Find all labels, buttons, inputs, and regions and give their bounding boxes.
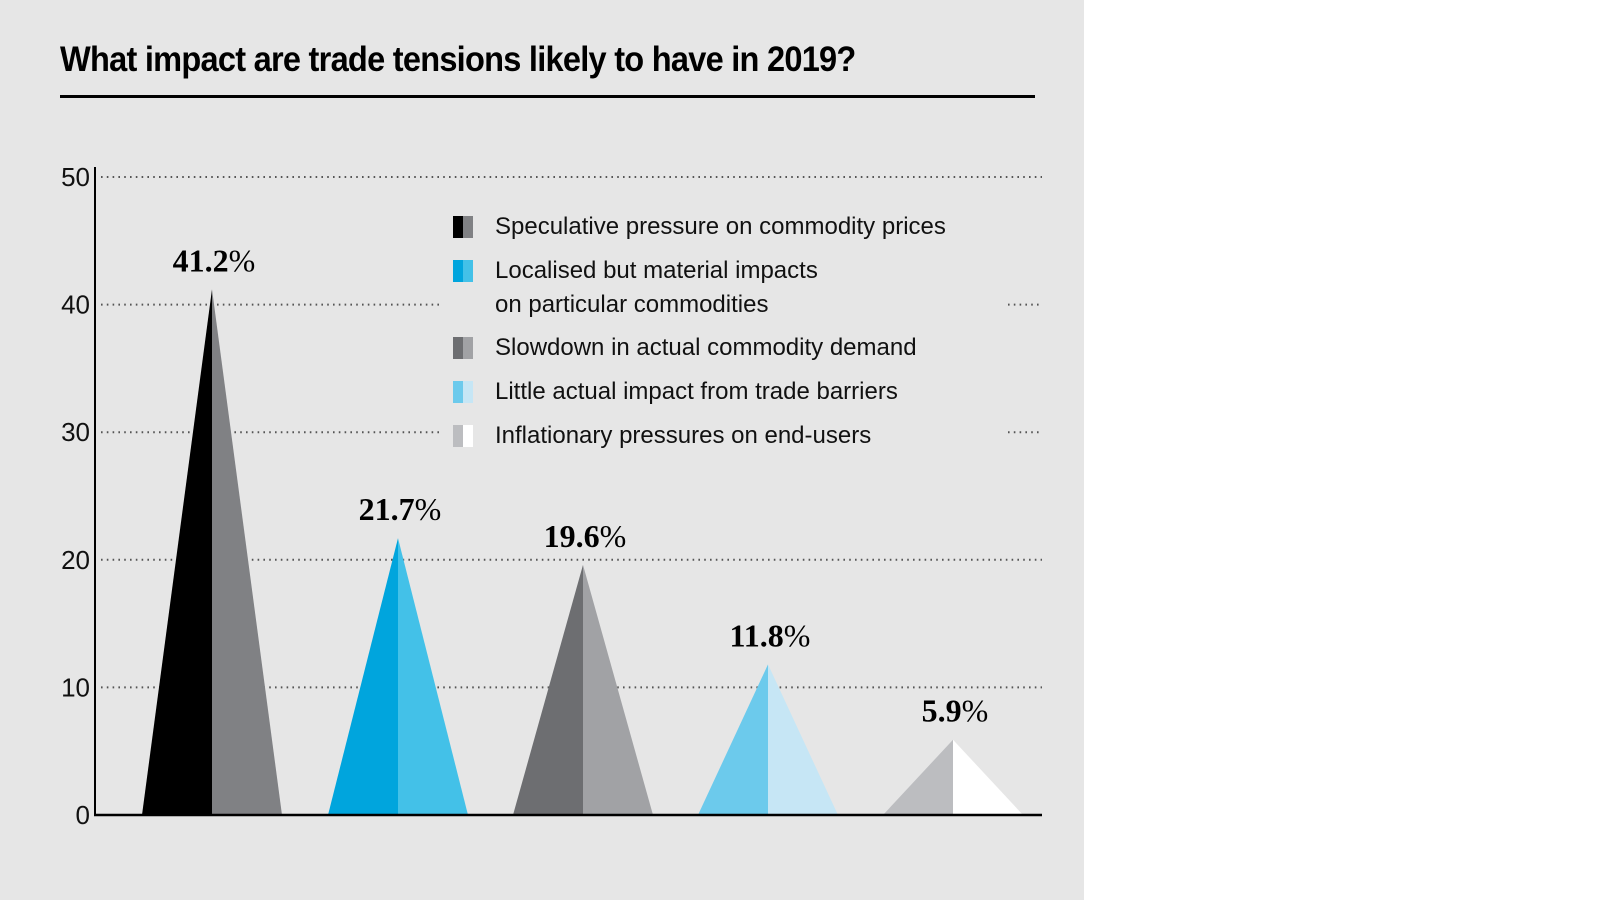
- triangle-right-half: [398, 538, 468, 815]
- triangle-right-half: [953, 739, 1023, 815]
- triangle-left-half: [698, 664, 768, 815]
- legend-label: Inflationary pressures on end-users: [495, 422, 871, 449]
- triangle-left-half: [142, 289, 212, 816]
- y-tick-label: 40: [61, 290, 90, 320]
- axes: [94, 167, 1042, 817]
- legend-swatch-right: [463, 260, 473, 282]
- triangle-bars: [142, 289, 1023, 816]
- y-tick-label: 20: [61, 545, 90, 575]
- value-number: 41.2: [173, 242, 229, 278]
- triangle-left-half: [328, 538, 398, 815]
- legend-swatch-left: [453, 425, 463, 447]
- legend-label: Speculative pressure on commodity prices: [495, 213, 946, 240]
- legend-swatch-right: [463, 216, 473, 238]
- legend-label: Slowdown in actual commodity demand: [495, 334, 917, 361]
- value-number: 5.9: [922, 693, 962, 729]
- value-unit: %: [784, 617, 811, 653]
- legend-swatch-left: [453, 260, 463, 282]
- y-tick-label: 0: [76, 800, 90, 830]
- y-tick-label: 50: [61, 162, 90, 192]
- triangle-right-half: [212, 289, 282, 816]
- triangle-left-half: [513, 564, 583, 815]
- legend-swatch-left: [453, 381, 463, 403]
- value-label: 11.8%: [730, 617, 811, 653]
- title-rule: [60, 95, 1035, 98]
- value-unit: %: [600, 518, 627, 554]
- legend-swatch-left: [453, 216, 463, 238]
- y-tick-label: 10: [61, 672, 90, 702]
- y-tick-label: 30: [61, 417, 90, 447]
- value-labels: 41.2%21.7%19.6%11.8%5.9%: [173, 242, 989, 728]
- value-unit: %: [415, 491, 442, 527]
- value-label: 19.6%: [544, 518, 627, 554]
- legend-label: on particular commodities: [495, 291, 768, 318]
- value-number: 21.7: [359, 491, 415, 527]
- value-number: 11.8: [730, 617, 784, 653]
- y-tick-labels: 0 10 20 30 40 50: [61, 162, 90, 830]
- value-unit: %: [962, 693, 989, 729]
- triangle-right-half: [768, 664, 838, 815]
- legend: Speculative pressure on commodity prices…: [453, 213, 946, 449]
- value-label: 5.9%: [922, 693, 989, 729]
- legend-label: Little actual impact from trade barriers: [495, 378, 898, 405]
- value-label: 21.7%: [359, 491, 442, 527]
- value-number: 19.6: [544, 518, 600, 554]
- legend-swatch-left: [453, 337, 463, 359]
- legend-swatch-right: [463, 381, 473, 403]
- legend-swatch-right: [463, 337, 473, 359]
- value-unit: %: [229, 242, 256, 278]
- legend-label: Localised but material impacts: [495, 257, 818, 284]
- legend-swatch-right: [463, 425, 473, 447]
- triangle-right-half: [583, 564, 653, 815]
- triangle-left-half: [883, 739, 953, 815]
- chart-title: What impact are trade tensions likely to…: [60, 40, 856, 79]
- value-label: 41.2%: [173, 242, 256, 278]
